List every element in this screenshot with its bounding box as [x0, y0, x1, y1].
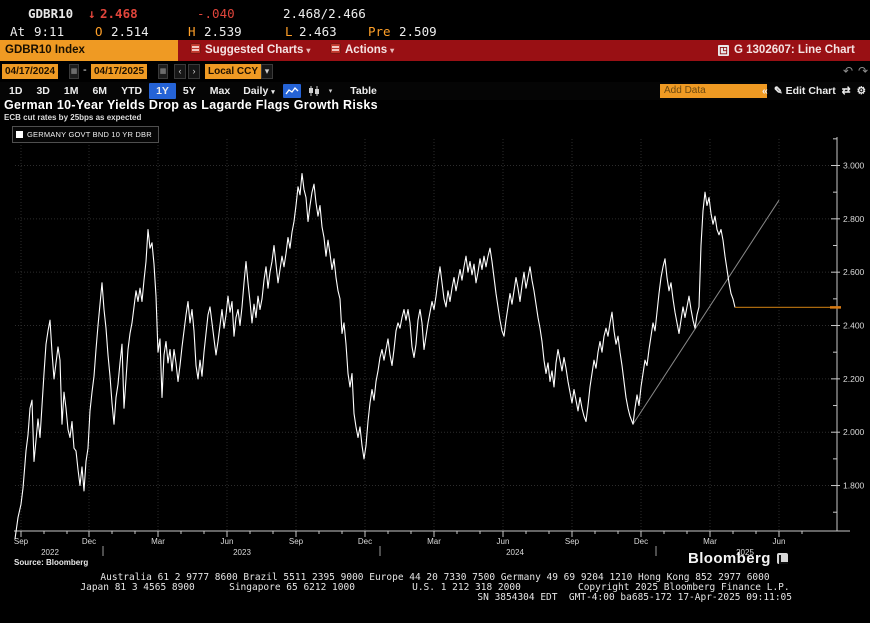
candlestick-icon: [308, 86, 319, 96]
chevron-down-icon: ▾: [306, 46, 311, 55]
table-view-button[interactable]: Table: [350, 85, 377, 97]
actions-icon: [330, 43, 341, 54]
x-axis-month-label: Dec: [358, 537, 372, 546]
line-chart-icon: [285, 87, 299, 95]
date-separator: -: [83, 64, 87, 76]
bloomberg-terminal-icon: [776, 553, 788, 564]
line-chart-type-button[interactable]: [282, 84, 301, 98]
security-input[interactable]: GDBR10 Index: [0, 40, 178, 61]
chart-title: German 10-Year Yields Drop as Lagarde Fl…: [4, 98, 378, 112]
export-icon: ◳: [718, 45, 729, 56]
date-to-input[interactable]: 04/17/2025: [91, 64, 148, 79]
period-button-1d[interactable]: 1D: [9, 85, 23, 97]
chart-type-dropdown[interactable]: ▾: [328, 88, 333, 95]
period-button-1y[interactable]: 1Y: [149, 83, 176, 99]
x-axis-year-label: 2022: [41, 548, 59, 557]
x-axis-month-label: Sep: [565, 537, 580, 546]
ticker-open: 2.514: [111, 24, 149, 39]
y-axis-label: 2.000: [843, 427, 865, 437]
price-down-arrow-icon: ↓: [88, 6, 96, 21]
calendar-icon[interactable]: ▦: [158, 64, 168, 79]
period-button-6m[interactable]: 6M: [92, 85, 108, 97]
x-axis-month-label: Jun: [497, 537, 510, 546]
bloomberg-logo: Bloomberg: [688, 550, 788, 567]
currency-dropdown-button[interactable]: ▾: [261, 64, 273, 79]
suggested-charts-menu[interactable]: Suggested Charts ▾: [190, 40, 310, 61]
date-from-input[interactable]: 04/17/2024: [2, 64, 59, 79]
x-axis-month-label: Jun: [773, 537, 786, 546]
chevron-down-icon: ▾: [390, 46, 395, 55]
currency-select[interactable]: Local CCY: [205, 64, 262, 79]
x-axis-month-label: Sep: [289, 537, 304, 546]
actions-menu[interactable]: Actions ▾: [330, 40, 394, 61]
ticker-symbol: GDBR10: [28, 6, 74, 21]
y-axis-label: 2.200: [843, 374, 865, 384]
ticker-low-label: L: [285, 24, 293, 39]
chart-legend[interactable]: GERMANY GOVT BND 10 YR DBR: [12, 126, 159, 143]
period-button-1m[interactable]: 1M: [63, 85, 79, 97]
source-label: Source: Bloomberg: [14, 558, 89, 567]
ticker-low: 2.463: [299, 24, 337, 39]
x-axis-year-label: 2024: [506, 548, 524, 557]
ticker-change: -.040: [197, 6, 235, 21]
edit-chart-button[interactable]: ✎ Edit Chart: [773, 85, 836, 97]
candle-chart-type-button[interactable]: [305, 84, 323, 98]
calendar-icon[interactable]: ▦: [69, 64, 79, 79]
frequency-select[interactable]: Daily ▾: [243, 85, 275, 97]
ticker-at-label: At: [10, 24, 26, 39]
series-swatch-icon: [16, 131, 23, 138]
undo-icon[interactable]: ↶: [843, 64, 854, 78]
footer-session-info: SN 3854304 EDT GMT-4:00 ba685-172 17-Apr…: [477, 592, 792, 603]
ticker-bid-ask: 2.468/2.466: [283, 6, 366, 21]
ticker-high-label: H: [188, 24, 196, 39]
x-axis-month-label: Dec: [634, 537, 648, 546]
menu-bar: [0, 40, 870, 61]
ticker-last-price: 2.468: [100, 6, 138, 21]
pencil-icon: ✎: [773, 85, 783, 97]
x-axis-year-label: 2023: [233, 548, 251, 557]
footer-contacts-line1: Australia 61 2 9777 8600 Brazil 5511 239…: [100, 572, 770, 583]
ticker-pre: 2.509: [399, 24, 437, 39]
period-button-max[interactable]: Max: [209, 85, 231, 97]
x-axis-month-label: Dec: [82, 537, 96, 546]
y-axis-label: 2.800: [843, 214, 865, 224]
ticker-high: 2.539: [204, 24, 242, 39]
collapse-panel-icon[interactable]: «: [762, 85, 768, 97]
prev-period-button[interactable]: ‹: [174, 64, 186, 79]
x-axis-year-label: 2025: [736, 548, 754, 557]
chart-toolbar: 1D 3D 1M 6M YTD 1Y 5Y Max Daily ▾ ▾ Table Add D…: [0, 82, 870, 100]
footer-contacts-line2: Japan 81 3 4565 8900 Singapore 65 6212 1…: [80, 582, 790, 593]
chevron-down-icon: ▾: [271, 89, 275, 96]
x-axis-month-label: Jun: [221, 537, 234, 546]
x-axis-month-label: Mar: [151, 537, 165, 546]
chart-subtitle: ECB cut rates by 25bps as expected: [4, 113, 142, 122]
period-button-3d[interactable]: 3D: [36, 85, 50, 97]
suggested-charts-icon: [190, 43, 201, 54]
period-button-ytd[interactable]: YTD: [121, 85, 143, 97]
x-axis-month-label: Mar: [703, 537, 717, 546]
series-legend-label: GERMANY GOVT BND 10 YR DBR: [27, 130, 152, 139]
reset-icon[interactable]: ⇄: [841, 85, 851, 97]
trend-line[interactable]: [632, 199, 780, 425]
chart-reference[interactable]: ◳ G 1302607: Line Chart: [718, 44, 855, 56]
next-period-button[interactable]: ›: [188, 64, 200, 79]
y-axis-label: 2.400: [843, 321, 865, 331]
ticker-open-label: O: [95, 24, 103, 39]
x-axis-month-label: Mar: [427, 537, 441, 546]
add-data-input[interactable]: Add Data: [660, 84, 767, 98]
ticker-time: 9:11: [34, 24, 65, 39]
gear-icon[interactable]: ⚙: [856, 85, 866, 97]
ticker-pre-label: Pre: [368, 24, 391, 39]
period-button-5y[interactable]: 5Y: [182, 85, 196, 97]
x-axis-month-label: Sep: [14, 537, 29, 546]
y-axis-label: 1.800: [843, 481, 865, 491]
y-axis-label: 3.000: [843, 161, 865, 171]
y-axis-label: 2.600: [843, 267, 865, 277]
price-line[interactable]: [14, 172, 736, 539]
redo-icon[interactable]: ↷: [858, 64, 869, 78]
